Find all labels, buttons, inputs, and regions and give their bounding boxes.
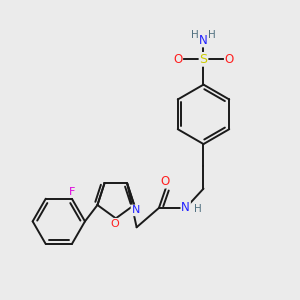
Text: O: O: [160, 175, 170, 188]
Text: H: H: [191, 30, 199, 40]
Text: O: O: [110, 219, 119, 229]
Text: H: H: [194, 204, 202, 214]
Text: F: F: [69, 187, 76, 197]
Text: S: S: [200, 53, 208, 66]
Text: O: O: [173, 53, 182, 66]
Text: N: N: [131, 206, 140, 215]
Text: N: N: [199, 34, 208, 46]
Text: O: O: [225, 53, 234, 66]
Text: H: H: [208, 30, 216, 40]
Text: N: N: [181, 202, 190, 214]
